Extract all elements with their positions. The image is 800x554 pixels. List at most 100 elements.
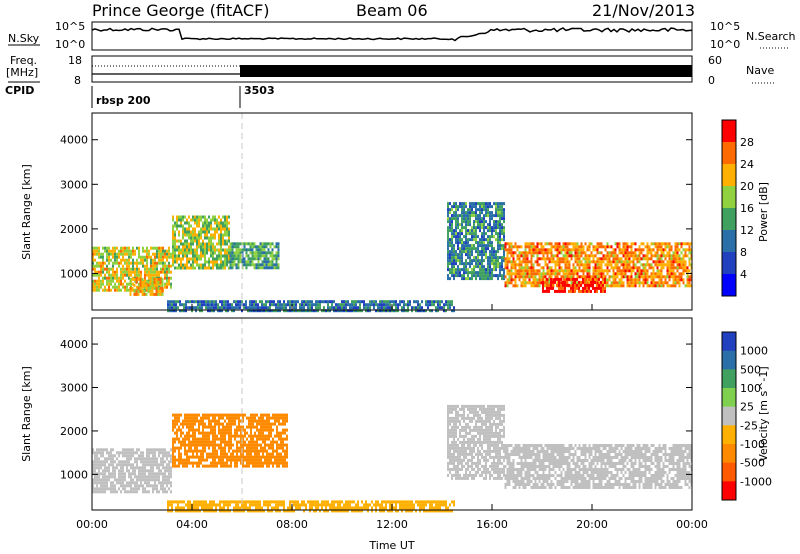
heatmap-cell — [114, 466, 116, 470]
heatmap-cell — [491, 211, 493, 215]
heatmap-cell — [246, 449, 248, 453]
heatmap-cell — [178, 245, 180, 249]
heatmap-cell — [269, 245, 272, 249]
heatmap-cell — [447, 413, 449, 417]
heatmap-cell — [618, 284, 621, 288]
heatmap-cell — [658, 242, 661, 246]
heatmap-cell — [455, 449, 457, 453]
heatmap-cell — [642, 242, 645, 246]
heatmap-cell — [568, 275, 571, 279]
heatmap-cell — [544, 263, 547, 267]
heatmap-cell — [506, 257, 509, 261]
heatmap-cell — [120, 249, 122, 253]
heatmap-cell — [279, 300, 281, 304]
heatmap-cell — [646, 251, 649, 255]
heatmap-cell — [122, 258, 124, 262]
heatmap-cell — [266, 437, 268, 441]
nsky-panel-frame — [91, 21, 693, 51]
heatmap-cell — [154, 472, 156, 476]
heatmap-cell — [92, 484, 94, 488]
heatmap-cell — [223, 306, 225, 310]
heatmap-cell — [116, 252, 118, 256]
heatmap-cell — [248, 449, 250, 453]
heatmap-cell — [190, 233, 192, 237]
heatmap-cell — [196, 239, 198, 243]
heatmap-cell — [214, 263, 216, 267]
heatmap-cell — [243, 245, 246, 249]
heatmap-cell — [272, 428, 274, 432]
heatmap-cell — [102, 279, 104, 283]
heatmap-cell — [120, 475, 122, 479]
heatmap-cell — [138, 484, 140, 488]
heatmap-cell — [140, 261, 142, 265]
heatmap-cell — [467, 443, 469, 447]
heatmap-cell — [646, 284, 649, 288]
heatmap-cell — [345, 309, 347, 313]
heatmap-cell — [469, 271, 471, 275]
heatmap-cell — [202, 245, 204, 249]
heatmap-cell — [572, 283, 574, 287]
heatmap-cell — [564, 278, 567, 282]
heatmap-cell — [493, 250, 495, 254]
heatmap-cell — [445, 303, 447, 307]
heatmap-cell — [170, 466, 172, 470]
heatmap-cell — [463, 410, 465, 414]
heatmap-cell — [178, 440, 180, 444]
heatmap-cell — [230, 443, 232, 447]
heatmap-cell — [226, 251, 228, 255]
heatmap-cell — [166, 457, 168, 461]
heatmap-cell — [503, 277, 505, 281]
heatmap-cell — [268, 446, 270, 450]
heatmap-cell — [263, 257, 266, 261]
heatmap-cell — [598, 272, 601, 276]
heatmap-cell — [155, 280, 158, 284]
heatmap-cell — [566, 263, 569, 267]
heatmap-cell — [154, 270, 156, 274]
heatmap-cell — [126, 249, 128, 253]
heatmap-cell — [238, 416, 240, 420]
heatmap-cell — [556, 257, 559, 261]
heatmap-cell — [672, 251, 675, 255]
heatmap-cell — [94, 487, 96, 491]
heatmap-cell — [174, 461, 176, 465]
heatmap-cell — [206, 416, 208, 420]
heatmap-cell — [162, 457, 164, 461]
heatmap-cell — [210, 413, 212, 417]
heatmap-cell — [634, 266, 637, 270]
heatmap-cell — [518, 269, 521, 273]
heatmap-cell — [94, 451, 96, 455]
heatmap-cell — [142, 487, 144, 491]
heatmap-cell — [576, 257, 579, 261]
heatmap-cell — [658, 254, 661, 258]
heatmap-cell — [528, 269, 531, 273]
heatmap-cell — [202, 443, 204, 447]
heatmap-cell — [184, 230, 186, 234]
heatmap-cell — [132, 478, 134, 482]
heatmap-cell — [128, 481, 130, 485]
heatmap-cell — [216, 437, 218, 441]
heatmap-cell — [182, 251, 184, 255]
heatmap-cell — [586, 286, 588, 290]
heatmap-cell — [536, 269, 539, 273]
heatmap-cell — [142, 454, 144, 458]
heatmap-cell — [236, 431, 238, 435]
heatmap-cell — [263, 248, 266, 252]
heatmap-cell — [461, 211, 463, 215]
heatmap-cell — [503, 220, 505, 224]
heatmap-cell — [200, 218, 202, 222]
heatmap-cell — [469, 470, 471, 474]
heatmap-cell — [259, 257, 262, 261]
heatmap-cell — [152, 466, 154, 470]
heatmap-cell — [262, 413, 264, 417]
heatmap-cell — [186, 239, 188, 243]
heatmap-cell — [264, 413, 266, 417]
heatmap-cell — [245, 263, 248, 267]
heatmap-cell — [170, 469, 172, 473]
heatmap-cell — [524, 275, 527, 279]
heatmap-cell — [286, 461, 288, 465]
heatmap-cell — [455, 413, 457, 417]
heatmap-cell — [512, 260, 515, 264]
heatmap-cell — [122, 276, 124, 280]
heatmap-cell — [455, 217, 457, 221]
heatmap-cell — [648, 251, 651, 255]
